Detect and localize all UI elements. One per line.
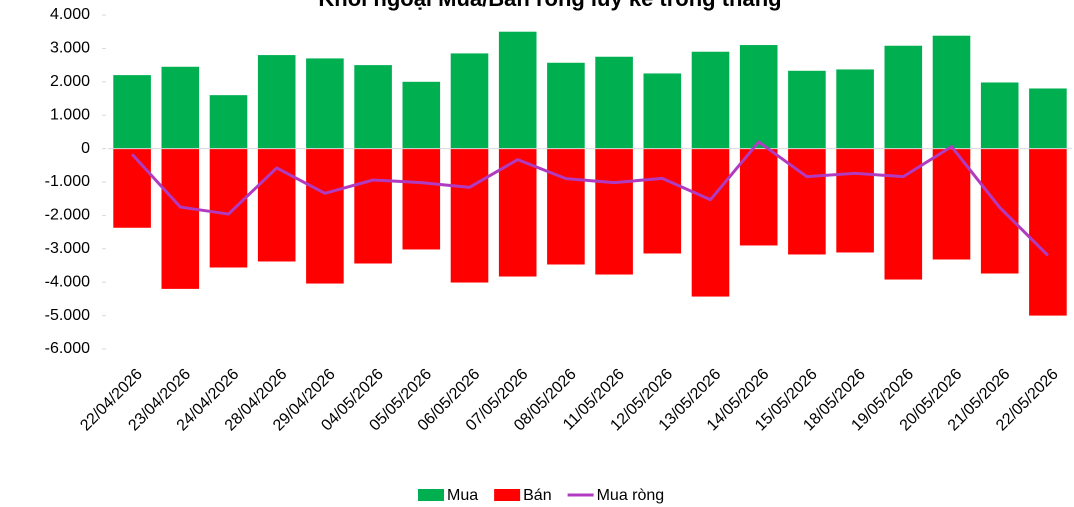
bar [498, 31, 537, 149]
bar [739, 148, 778, 246]
bar [209, 148, 248, 268]
bar [836, 69, 874, 149]
y-tick-label: -3.000 [45, 240, 90, 257]
bar [306, 148, 344, 284]
y-tick-label: 2.000 [50, 73, 90, 90]
bar [161, 66, 200, 149]
y-tick-label: -1.000 [45, 173, 90, 190]
bar [739, 45, 778, 149]
bar [884, 45, 923, 149]
bar [788, 148, 826, 255]
legend-swatch [418, 489, 444, 501]
bar [1029, 148, 1067, 316]
y-tick-label: -2.000 [45, 207, 90, 224]
y-tick-label: 3.000 [50, 40, 90, 57]
legend-swatch [494, 489, 521, 501]
y-tick-label: 0 [81, 140, 90, 157]
legend-label: Mua [447, 487, 478, 504]
bar [402, 148, 441, 250]
bar [450, 148, 489, 283]
bar [932, 35, 971, 149]
y-tick-label: -5.000 [45, 307, 90, 324]
bar [643, 73, 682, 149]
bar [643, 148, 682, 254]
bar [788, 70, 826, 149]
bar [1029, 88, 1067, 149]
bar [161, 148, 200, 289]
bar [498, 148, 537, 277]
y-tick-label: 4.000 [50, 6, 90, 23]
legend-label: Mua ròng [597, 487, 665, 504]
bar [595, 56, 633, 149]
legend-item: Mua [418, 487, 478, 504]
y-tick-label: 1.000 [50, 106, 90, 123]
bar [113, 75, 151, 149]
y-tick-label: -6.000 [45, 340, 90, 357]
bar [209, 95, 248, 149]
legend-item: Bán [494, 487, 552, 504]
line [130, 140, 1049, 257]
bar [257, 148, 296, 262]
bar [354, 65, 392, 149]
bar [306, 58, 344, 149]
bar [980, 148, 1019, 274]
bar [595, 148, 633, 275]
bar [402, 81, 441, 149]
bar [547, 62, 585, 149]
y-tick-label: -4.000 [45, 273, 90, 290]
bar [450, 53, 489, 149]
legend-item: Mua ròng [567, 487, 665, 504]
legend-label: Bán [523, 487, 551, 504]
bar [691, 51, 730, 149]
bar [354, 148, 392, 264]
bar [980, 82, 1019, 149]
bar [547, 148, 585, 265]
bar [257, 55, 296, 149]
bar [691, 148, 730, 297]
bar [113, 148, 151, 228]
chart-title: Khối ngoại Mua/Bán ròng lũy kế trong thá… [318, 0, 781, 11]
bar [836, 148, 874, 253]
bar [932, 148, 971, 260]
